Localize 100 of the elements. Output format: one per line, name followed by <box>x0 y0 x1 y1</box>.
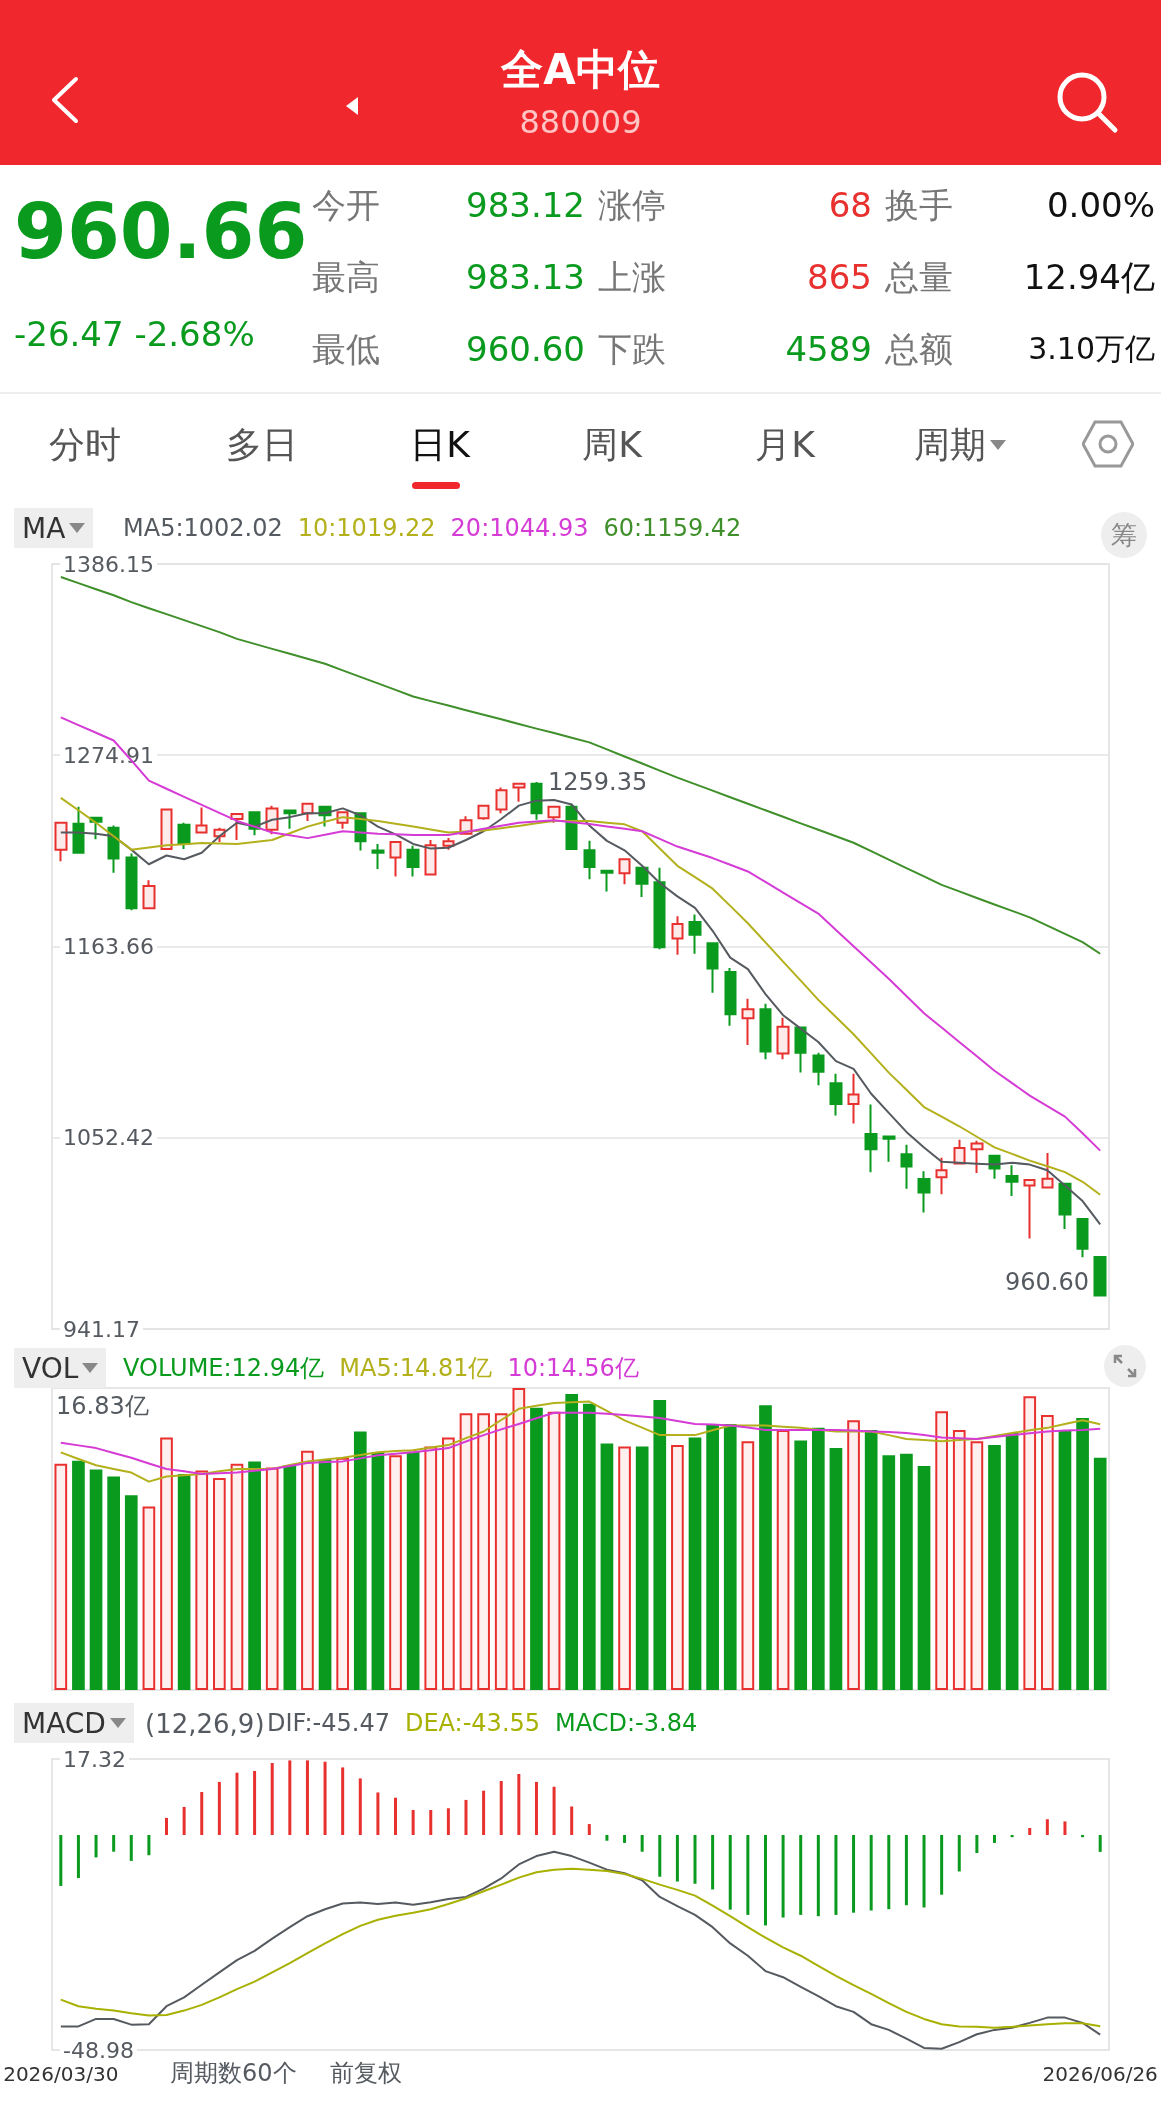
candlestick <box>1076 1217 1089 1259</box>
text: 上涨 <box>598 256 666 299</box>
candlestick <box>635 866 649 899</box>
candlestick <box>1093 1255 1107 1297</box>
text: 3.10万亿 <box>1028 330 1155 368</box>
y-tick-label: 1386.15 <box>63 551 154 577</box>
bar <box>582 1403 596 1690</box>
text: 分时 <box>49 423 121 467</box>
candlestick <box>653 866 666 951</box>
bar <box>829 1448 843 1690</box>
legend-title: MA <box>22 511 66 545</box>
bar <box>230 1463 244 1690</box>
bar <box>952 1429 966 1690</box>
bar <box>882 1455 896 1690</box>
text: MACD:-3.84 <box>555 1709 698 1737</box>
candlestick <box>917 1170 931 1214</box>
candlestick <box>829 1072 843 1117</box>
candlestick <box>882 1135 896 1163</box>
bar <box>424 1446 438 1690</box>
bar <box>371 1452 385 1690</box>
text: 960.60 <box>466 328 585 371</box>
bar <box>336 1457 350 1690</box>
line-series <box>59 1867 1102 2029</box>
bar <box>213 1478 226 1690</box>
bar <box>406 1451 420 1690</box>
y-tick-label: 941.17 <box>63 1316 140 1342</box>
bar <box>72 1460 85 1690</box>
candlestick <box>512 782 526 803</box>
bar <box>1058 1429 1072 1690</box>
bar <box>794 1440 808 1690</box>
x-tick-label: 2026/06/26 <box>1042 2062 1158 2086</box>
bar <box>494 1413 508 1690</box>
text: 前复权 <box>330 2058 402 2089</box>
bar <box>970 1441 984 1690</box>
bar <box>142 1506 156 1690</box>
candlestick <box>477 804 490 821</box>
bar <box>1041 1414 1054 1690</box>
text: 总量 <box>885 256 953 299</box>
candlestick <box>970 1139 984 1175</box>
text: 68 <box>828 184 872 227</box>
text: 下跌 <box>598 328 666 371</box>
bar <box>107 1476 120 1690</box>
text: 筹 <box>1101 512 1147 558</box>
candlestick <box>107 824 120 874</box>
bar <box>1005 1433 1019 1690</box>
text: -26.47 -2.68% <box>14 313 255 356</box>
text: 总额 <box>885 328 953 371</box>
bar <box>124 1495 138 1690</box>
bar <box>706 1423 719 1690</box>
bar <box>653 1400 667 1690</box>
bar <box>635 1446 649 1690</box>
candlestick <box>794 1026 807 1074</box>
bar <box>935 1411 948 1690</box>
bar <box>318 1459 332 1690</box>
candlestick <box>812 1051 825 1087</box>
candlestick <box>688 913 702 955</box>
text: 全A中位 <box>500 44 661 96</box>
series-label: 10:14.56亿 <box>507 1354 639 1382</box>
text: 月K <box>755 423 815 467</box>
text: 周K <box>582 423 642 467</box>
bar <box>477 1413 490 1690</box>
annotation: 1259.35 <box>548 767 648 798</box>
candlestick <box>230 813 244 842</box>
bar <box>811 1427 825 1690</box>
bar <box>301 1450 314 1690</box>
line-series <box>59 575 1102 955</box>
legend-title: MACD <box>22 1706 106 1740</box>
candlestick <box>283 809 297 830</box>
bar <box>1076 1417 1089 1690</box>
chart-subtitle: (12,26,9) <box>145 1708 265 1741</box>
bar <box>265 1467 279 1690</box>
candlestick <box>706 942 719 994</box>
text: 0.00% <box>1046 184 1155 227</box>
bar <box>389 1455 402 1690</box>
text: 最高 <box>312 256 380 299</box>
bar <box>565 1394 579 1690</box>
bar <box>1093 1457 1107 1690</box>
annotation: 16.83亿 <box>56 1391 149 1422</box>
bar <box>988 1445 1001 1690</box>
y-tick-label: -48.98 <box>63 2037 134 2063</box>
text: 换手 <box>885 184 953 227</box>
bar <box>512 1388 526 1690</box>
bar <box>864 1429 878 1690</box>
text: 涨停 <box>598 184 666 227</box>
text: 983.13 <box>466 256 585 299</box>
text: 最低 <box>312 328 380 371</box>
candlestick <box>1023 1178 1036 1240</box>
text: 周期数60个 <box>170 2058 297 2089</box>
text: 10:1019.22 <box>297 514 436 542</box>
text: 960.66 <box>14 187 308 276</box>
bar <box>671 1445 684 1690</box>
candlestick <box>759 1002 772 1061</box>
bar <box>442 1437 455 1690</box>
text: 周期 <box>914 423 986 467</box>
candlestick <box>1058 1182 1072 1230</box>
candlestick <box>583 839 596 881</box>
bar <box>688 1437 702 1690</box>
bar <box>741 1441 755 1690</box>
text: 20:1044.93 <box>450 514 589 542</box>
legend-title: VOL <box>22 1351 79 1385</box>
